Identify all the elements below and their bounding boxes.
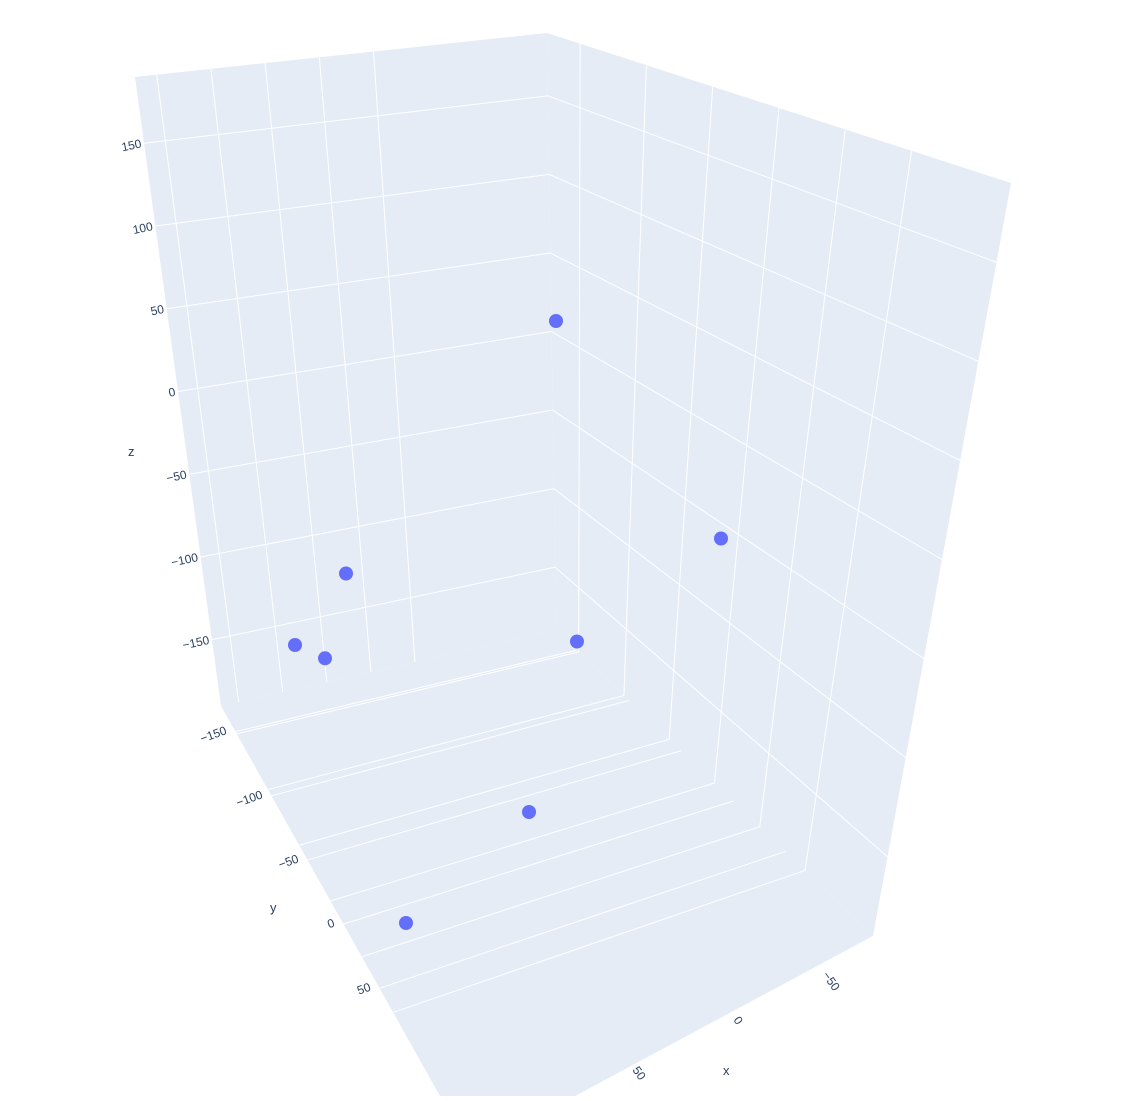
data-point[interactable] [339, 566, 353, 581]
x-floor-gridline [361, 826, 760, 958]
z-tick-label: −150 [181, 633, 211, 652]
data-point[interactable] [714, 531, 728, 546]
x-gridline [668, 86, 714, 740]
y-floor-gridline [271, 699, 630, 797]
y-floor-gridline [307, 750, 682, 861]
pane-back-right [547, 33, 1011, 936]
z-gridline [200, 488, 554, 558]
z-tick-label: −100 [170, 550, 200, 569]
x-floor-gridline [330, 782, 715, 902]
x-gridline [578, 43, 581, 652]
x-gridline [759, 129, 846, 827]
y-tick-label: −100 [234, 787, 264, 810]
y-floor-gridline [343, 800, 734, 925]
data-point[interactable] [318, 651, 332, 666]
x-tick-label: −50 [820, 969, 843, 994]
z-gridline [189, 409, 553, 475]
z-tick-label: 150 [120, 136, 143, 154]
x-floor-gridline [267, 695, 625, 791]
y-tick-label: 50 [355, 980, 373, 998]
x-tick-label: 50 [630, 1064, 649, 1083]
x-floor-gridline [236, 651, 579, 735]
grid-lines [143, 43, 997, 1013]
y-floor-gridline [379, 850, 786, 989]
x-gridline [714, 107, 780, 784]
axis-titles: x y z [128, 444, 730, 1078]
z-axis-title: z [128, 444, 135, 459]
axis-panes [135, 33, 1011, 1096]
z-gridline [177, 331, 552, 392]
y-gridline [373, 51, 416, 663]
x-tick-label: 0 [731, 1014, 746, 1028]
y-gridline [318, 57, 372, 673]
x-gridline [623, 65, 647, 696]
z-gridline [166, 252, 551, 310]
x-gridline [804, 150, 913, 871]
z-gridline [211, 566, 556, 641]
z-tick-label: 0 [167, 385, 177, 400]
y-floor-gridline [235, 649, 577, 733]
x-floor-gridline [392, 869, 806, 1013]
z-tick-label: 100 [131, 219, 154, 237]
y-tick-label: −150 [198, 723, 228, 746]
data-point[interactable] [570, 634, 584, 649]
y-gridline [210, 68, 284, 693]
pane-floor [221, 630, 873, 1096]
z-tick-label: 50 [149, 302, 165, 319]
x-axis-title: x [723, 1063, 730, 1078]
y-gridline [156, 74, 240, 703]
data-point[interactable] [399, 916, 413, 930]
y-tick-label: 0 [325, 916, 336, 932]
data-point[interactable] [522, 805, 536, 819]
data-point[interactable] [288, 638, 302, 652]
data-points [288, 314, 728, 930]
z-gridline [143, 95, 549, 144]
z-gridline [155, 173, 550, 227]
y-tick-label: −50 [277, 852, 301, 872]
x-floor-gridline [299, 738, 670, 846]
data-point[interactable] [549, 314, 563, 328]
y-axis-title: y [270, 900, 277, 915]
y-gridline [264, 63, 328, 683]
z-tick-label: −50 [165, 467, 188, 485]
